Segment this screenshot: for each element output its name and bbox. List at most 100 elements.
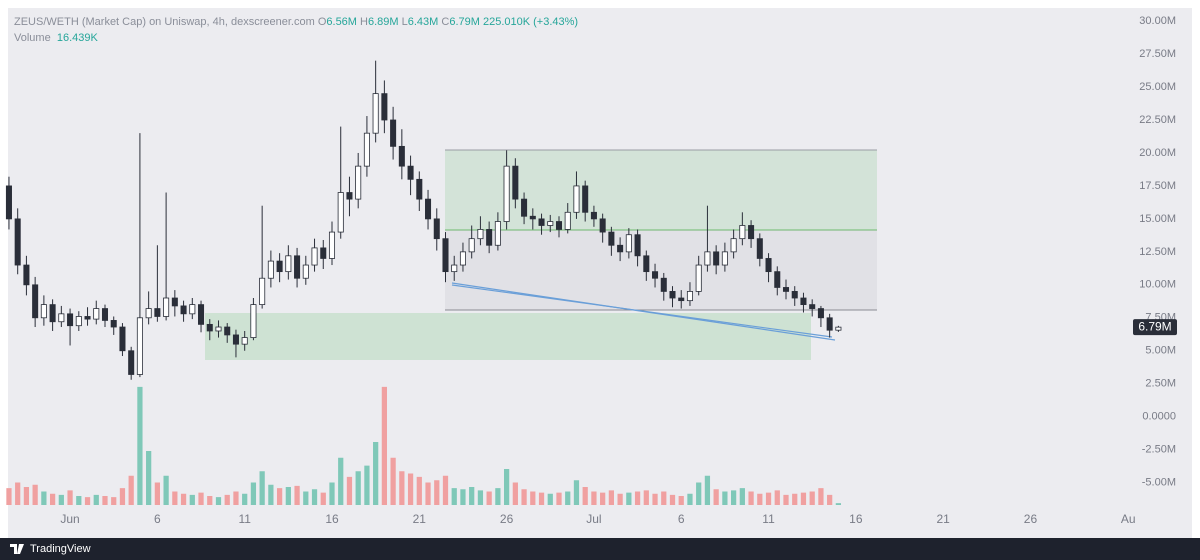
candle-body bbox=[529, 215, 536, 220]
candle-body bbox=[512, 165, 519, 200]
x-tick-label: 11 bbox=[238, 512, 251, 526]
candle-body bbox=[582, 185, 589, 213]
volume-bar bbox=[84, 497, 91, 505]
candle-body bbox=[433, 218, 440, 240]
candle-body bbox=[407, 165, 414, 180]
price-badge bbox=[1133, 319, 1177, 336]
volume-bar bbox=[713, 489, 719, 505]
x-tick-label: 21 bbox=[936, 512, 950, 526]
x-tick-label: 11 bbox=[762, 512, 775, 526]
volume-bar bbox=[643, 490, 649, 505]
volume-bar bbox=[678, 496, 684, 505]
label: Volume bbox=[14, 32, 51, 44]
candle-body bbox=[232, 334, 239, 345]
volume-bar bbox=[600, 492, 606, 505]
candle-body bbox=[704, 251, 711, 266]
value: 16.439K bbox=[56, 32, 98, 44]
candle-body bbox=[721, 251, 728, 266]
candle-body bbox=[835, 326, 842, 331]
volume-bar bbox=[137, 386, 143, 505]
candle-body bbox=[564, 211, 571, 230]
label: O bbox=[317, 16, 327, 28]
volume-bar bbox=[730, 490, 737, 505]
volume-bar bbox=[582, 487, 588, 505]
candle-body bbox=[800, 297, 807, 306]
candle-body bbox=[14, 218, 21, 266]
volume-bar bbox=[172, 491, 178, 505]
volume-bar bbox=[434, 480, 440, 505]
volume-bar bbox=[49, 493, 56, 505]
x-tick-label: 16 bbox=[849, 512, 863, 526]
candle-body bbox=[416, 178, 423, 200]
volume-bar bbox=[696, 482, 702, 505]
volume-bar bbox=[6, 488, 12, 505]
volume-bar bbox=[495, 488, 501, 505]
candle-body bbox=[206, 323, 213, 332]
candle-body bbox=[23, 264, 30, 286]
volume-bar bbox=[792, 493, 798, 505]
candle-body bbox=[241, 337, 248, 345]
volume-bar bbox=[800, 492, 807, 505]
volume-bar bbox=[835, 503, 842, 505]
volume-bar bbox=[102, 496, 108, 505]
volume-bar bbox=[521, 489, 527, 505]
volume-bar bbox=[503, 469, 510, 505]
candle-body bbox=[782, 287, 790, 292]
y-tick-label: 15.00M bbox=[1139, 213, 1176, 225]
candle-body bbox=[713, 251, 720, 266]
volume-bar bbox=[233, 491, 239, 505]
volume-bar bbox=[416, 476, 422, 505]
candle-body bbox=[259, 277, 266, 306]
volume-bar bbox=[669, 494, 676, 505]
candle-body bbox=[652, 271, 659, 279]
candle-body bbox=[198, 304, 205, 325]
y-tick-label: 10.00M bbox=[1139, 279, 1176, 291]
volume-bar bbox=[442, 475, 449, 505]
candle-body bbox=[686, 291, 693, 302]
x-tick-label: 21 bbox=[413, 512, 427, 526]
volume-bar bbox=[189, 494, 195, 505]
volume-bar bbox=[154, 482, 160, 505]
candle-body bbox=[5, 185, 12, 220]
volume-bar bbox=[652, 493, 658, 505]
candle-body bbox=[442, 238, 449, 273]
drawings bbox=[205, 149, 877, 360]
volume-bar bbox=[285, 487, 291, 505]
volume-bar bbox=[407, 473, 414, 505]
volume-bar bbox=[661, 491, 667, 505]
candle-body bbox=[748, 225, 755, 240]
candle-body bbox=[267, 260, 274, 279]
value: 6.79M bbox=[449, 16, 480, 28]
volume-bar bbox=[373, 442, 379, 505]
y-tick-label: 30.00M bbox=[1139, 15, 1176, 27]
candle-body bbox=[75, 316, 82, 327]
y-tick-label: 0.0000 bbox=[1142, 411, 1176, 423]
volume-bar bbox=[364, 465, 370, 505]
candle-body bbox=[678, 297, 685, 302]
volume-bar bbox=[320, 492, 326, 505]
x-tick-label: Au bbox=[1121, 512, 1136, 526]
candle-body bbox=[826, 317, 833, 331]
volume-bar bbox=[425, 482, 431, 505]
support-box bbox=[205, 313, 811, 360]
candle-body bbox=[599, 218, 606, 233]
y-tick-label: 2.50M bbox=[1145, 378, 1176, 390]
volume-bar bbox=[573, 480, 580, 505]
volume-bar bbox=[565, 491, 571, 505]
candle-body bbox=[171, 297, 178, 307]
volume-bar bbox=[757, 493, 763, 505]
volume-bar bbox=[128, 475, 134, 505]
volume-bar bbox=[242, 493, 248, 505]
candle-body bbox=[538, 218, 545, 226]
volume-bar bbox=[809, 491, 815, 505]
candle-body bbox=[250, 304, 257, 338]
x-tick-label: 16 bbox=[325, 512, 339, 526]
volume-bar bbox=[512, 482, 518, 505]
y-tick-label: 22.50M bbox=[1139, 114, 1176, 126]
candle-body bbox=[817, 308, 824, 319]
volume-bar bbox=[294, 485, 300, 505]
volume-bar bbox=[146, 451, 152, 505]
candle-body bbox=[756, 238, 763, 259]
volume-bar bbox=[259, 471, 265, 505]
